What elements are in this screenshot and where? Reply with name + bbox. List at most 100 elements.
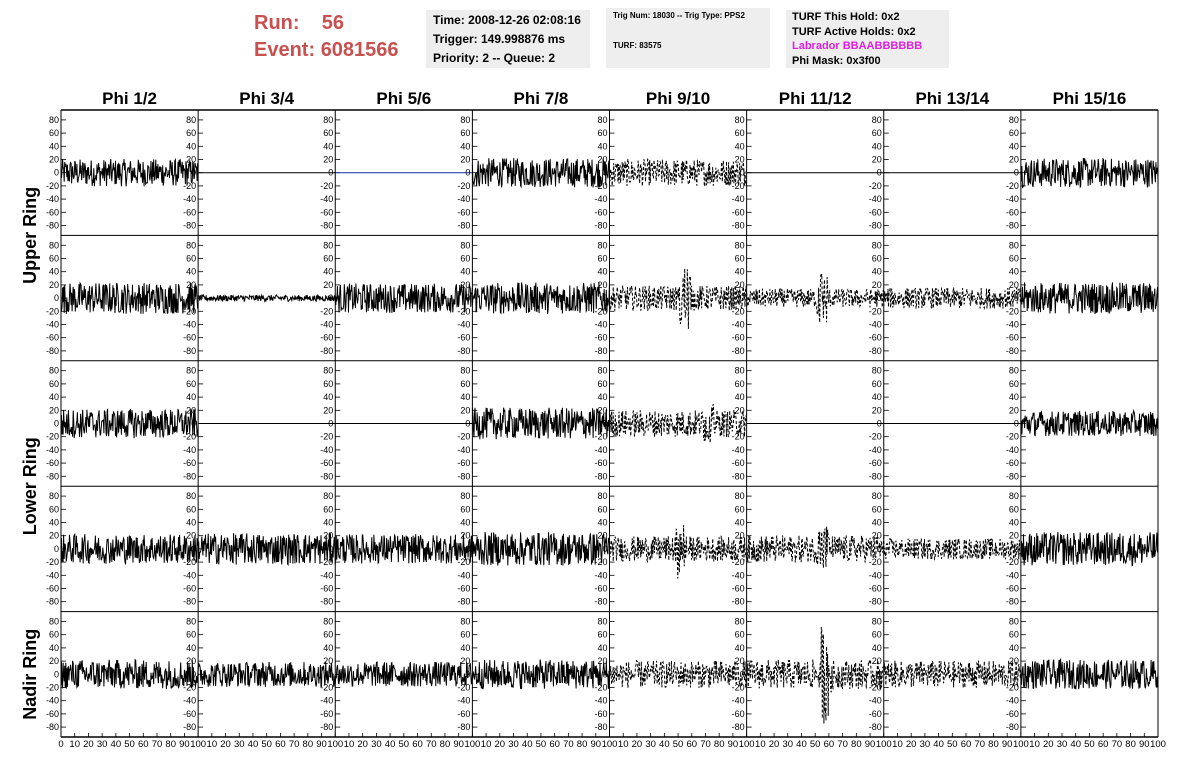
x-tick-label: 90 (590, 739, 601, 750)
y-tick-label: -20 (732, 432, 745, 442)
y-tick-label: -20 (1006, 306, 1019, 316)
y-tick-label: -60 (869, 584, 882, 594)
y-tick-label: 40 (323, 141, 333, 151)
x-tick-label: 40 (933, 739, 944, 750)
y-tick-label: -40 (320, 696, 333, 706)
y-tick-label: 20 (186, 656, 196, 666)
y-tick-label: -80 (183, 722, 196, 732)
y-tick-label: 40 (186, 392, 196, 402)
y-tick-label: 0 (328, 168, 333, 178)
column-title: Phi 11/12 (779, 89, 852, 108)
y-tick-label: -40 (46, 696, 59, 706)
trace-line (60, 532, 199, 566)
y-tick-label: 20 (735, 656, 745, 666)
y-tick-label: 0 (465, 168, 470, 178)
y-tick-label: 20 (49, 280, 59, 290)
y-tick-label: -20 (732, 683, 745, 693)
y-tick-label: 20 (597, 280, 607, 290)
y-tick-label: 40 (597, 392, 607, 402)
y-tick-label: -40 (869, 320, 882, 330)
y-tick-label: -40 (594, 320, 607, 330)
y-tick-label: -40 (732, 194, 745, 204)
y-tick-label: -80 (457, 471, 470, 481)
y-tick-label: 60 (49, 254, 59, 264)
y-tick-label: 80 (460, 240, 470, 250)
trace-line (883, 287, 1022, 311)
y-tick-label: 40 (597, 643, 607, 653)
y-tick-label: -40 (46, 320, 59, 330)
y-tick-label: 20 (872, 531, 882, 541)
x-tick-label: 30 (782, 739, 793, 750)
y-tick-label: 60 (1009, 128, 1019, 138)
x-tick-label: 40 (522, 739, 533, 750)
trace-line (60, 659, 199, 690)
y-tick-label: 0 (54, 168, 59, 178)
y-tick-label: -40 (320, 194, 333, 204)
trace-line (609, 525, 748, 579)
x-tick-label: 10 (481, 739, 492, 750)
y-tick-label: -20 (457, 306, 470, 316)
x-tick-label: 70 (837, 739, 848, 750)
y-tick-label: -80 (1006, 471, 1019, 481)
x-tick-label: 90 (179, 739, 190, 750)
x-tick-label: 100 (602, 739, 618, 750)
y-tick-label: 40 (735, 392, 745, 402)
y-tick-label: 20 (735, 405, 745, 415)
y-tick-label: 80 (735, 366, 745, 376)
ring-label: Nadir Ring (20, 629, 40, 720)
x-tick-label: 60 (961, 739, 972, 750)
trace-line (471, 158, 610, 189)
y-tick-label: -20 (320, 557, 333, 567)
column-title: Phi 7/8 (514, 89, 569, 108)
y-tick-label: -20 (594, 683, 607, 693)
column-title: Phi 1/2 (102, 89, 157, 108)
y-tick-label: -80 (46, 471, 59, 481)
x-tick-label: 40 (385, 739, 396, 750)
y-tick-label: -40 (1006, 194, 1019, 204)
x-tick-label: 50 (124, 739, 135, 750)
y-tick-label: -20 (320, 432, 333, 442)
x-tick-label: 100 (876, 739, 892, 750)
phi-mask-text: Phi Mask: 0x3f00 (792, 54, 881, 67)
y-tick-label: 20 (597, 405, 607, 415)
x-tick-label: 70 (974, 739, 985, 750)
y-tick-label: 0 (602, 544, 607, 554)
y-tick-label: 80 (460, 115, 470, 125)
y-tick-label: -20 (732, 181, 745, 191)
y-tick-label: 0 (877, 669, 882, 679)
x-tick-label: 80 (714, 739, 725, 750)
y-tick-label: -80 (869, 221, 882, 231)
y-tick-label: 60 (1009, 630, 1019, 640)
y-tick-label: -60 (594, 709, 607, 719)
y-tick-label: 40 (460, 643, 470, 653)
y-tick-label: 80 (186, 491, 196, 501)
y-tick-label: 20 (323, 280, 333, 290)
y-tick-label: 60 (735, 379, 745, 389)
y-tick-label: -20 (732, 557, 745, 567)
y-tick-label: -60 (457, 458, 470, 468)
y-tick-label: 60 (735, 128, 745, 138)
y-tick-label: -60 (46, 207, 59, 217)
x-tick-label: 80 (988, 739, 999, 750)
y-tick-label: -20 (1006, 181, 1019, 191)
y-tick-label: -20 (457, 683, 470, 693)
y-tick-label: 80 (323, 240, 333, 250)
y-tick-label: -80 (183, 346, 196, 356)
y-tick-label: -60 (46, 458, 59, 468)
y-tick-label: -80 (320, 722, 333, 732)
y-tick-label: -40 (869, 570, 882, 580)
y-tick-label: 0 (54, 419, 59, 429)
x-tick-label: 30 (97, 739, 108, 750)
y-tick-label: -60 (594, 207, 607, 217)
y-tick-label: 0 (877, 168, 882, 178)
y-tick-label: -20 (46, 181, 59, 191)
y-tick-label: -20 (320, 683, 333, 693)
y-tick-label: 20 (872, 656, 882, 666)
y-tick-label: -80 (320, 221, 333, 231)
y-tick-label: -80 (1006, 221, 1019, 231)
y-tick-label: -80 (594, 722, 607, 732)
y-tick-label: -40 (594, 445, 607, 455)
y-tick-label: -40 (594, 696, 607, 706)
trace-line (334, 661, 473, 687)
